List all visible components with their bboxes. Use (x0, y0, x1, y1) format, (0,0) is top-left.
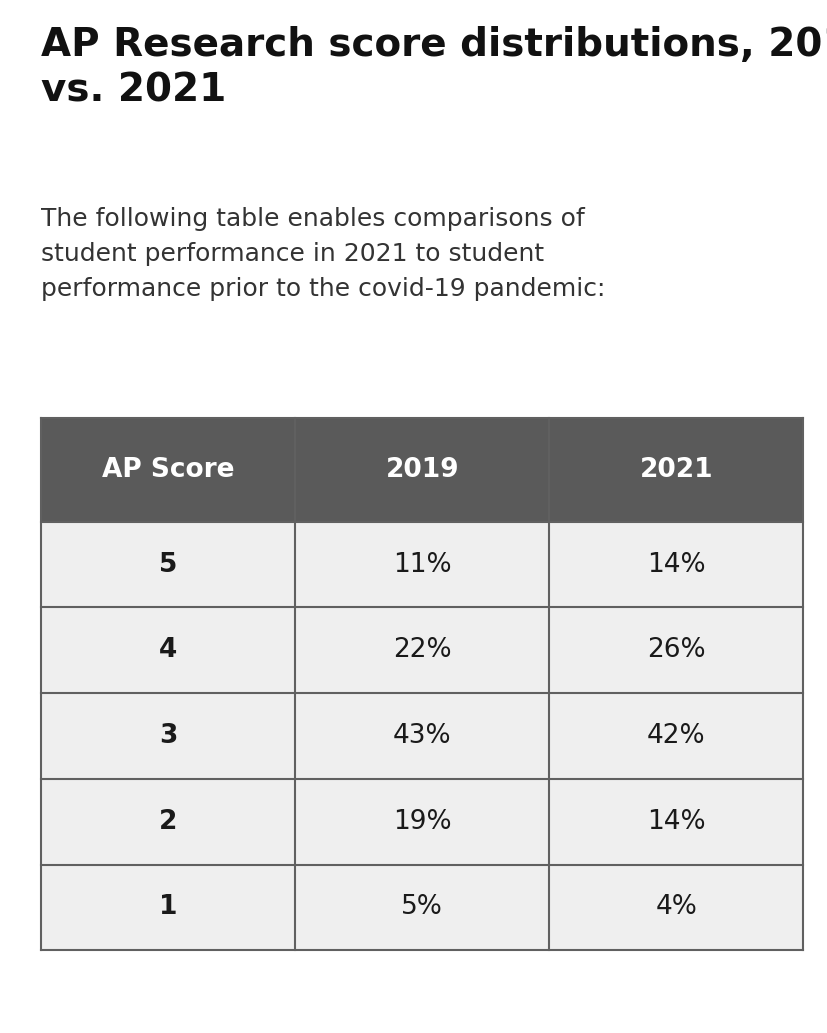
Text: 14%: 14% (646, 809, 705, 835)
Text: 4: 4 (159, 637, 177, 663)
Text: 11%: 11% (393, 552, 451, 577)
Text: 1: 1 (159, 895, 178, 920)
Text: 5%: 5% (401, 895, 442, 920)
Bar (295, 607, 548, 693)
Text: 2021: 2021 (638, 457, 712, 483)
Text: 2: 2 (159, 809, 177, 835)
Bar (41, 693, 295, 779)
Text: 26%: 26% (646, 637, 705, 663)
Bar (548, 865, 802, 950)
Text: AP Score: AP Score (102, 457, 234, 483)
Bar (295, 779, 548, 865)
Bar (295, 522, 548, 607)
Bar (41, 779, 295, 865)
Bar (548, 522, 802, 607)
Text: 14%: 14% (646, 552, 705, 577)
Text: 5: 5 (159, 552, 177, 577)
Text: 2019: 2019 (385, 457, 458, 483)
Text: The following table enables comparisons of
student performance in 2021 to studen: The following table enables comparisons … (41, 207, 605, 302)
Bar (41, 607, 295, 693)
Bar (548, 693, 802, 779)
Bar (548, 607, 802, 693)
Bar (295, 865, 548, 950)
Text: 19%: 19% (393, 809, 451, 835)
Bar (548, 779, 802, 865)
Text: AP Research score distributions, 2019
vs. 2021: AP Research score distributions, 2019 vs… (41, 26, 827, 109)
Bar (295, 693, 548, 779)
Bar (41, 522, 295, 607)
Bar (41, 865, 295, 950)
Text: 42%: 42% (646, 723, 705, 749)
Text: 22%: 22% (393, 637, 451, 663)
Text: 43%: 43% (393, 723, 451, 749)
Text: 3: 3 (159, 723, 177, 749)
Text: 4%: 4% (654, 895, 696, 920)
